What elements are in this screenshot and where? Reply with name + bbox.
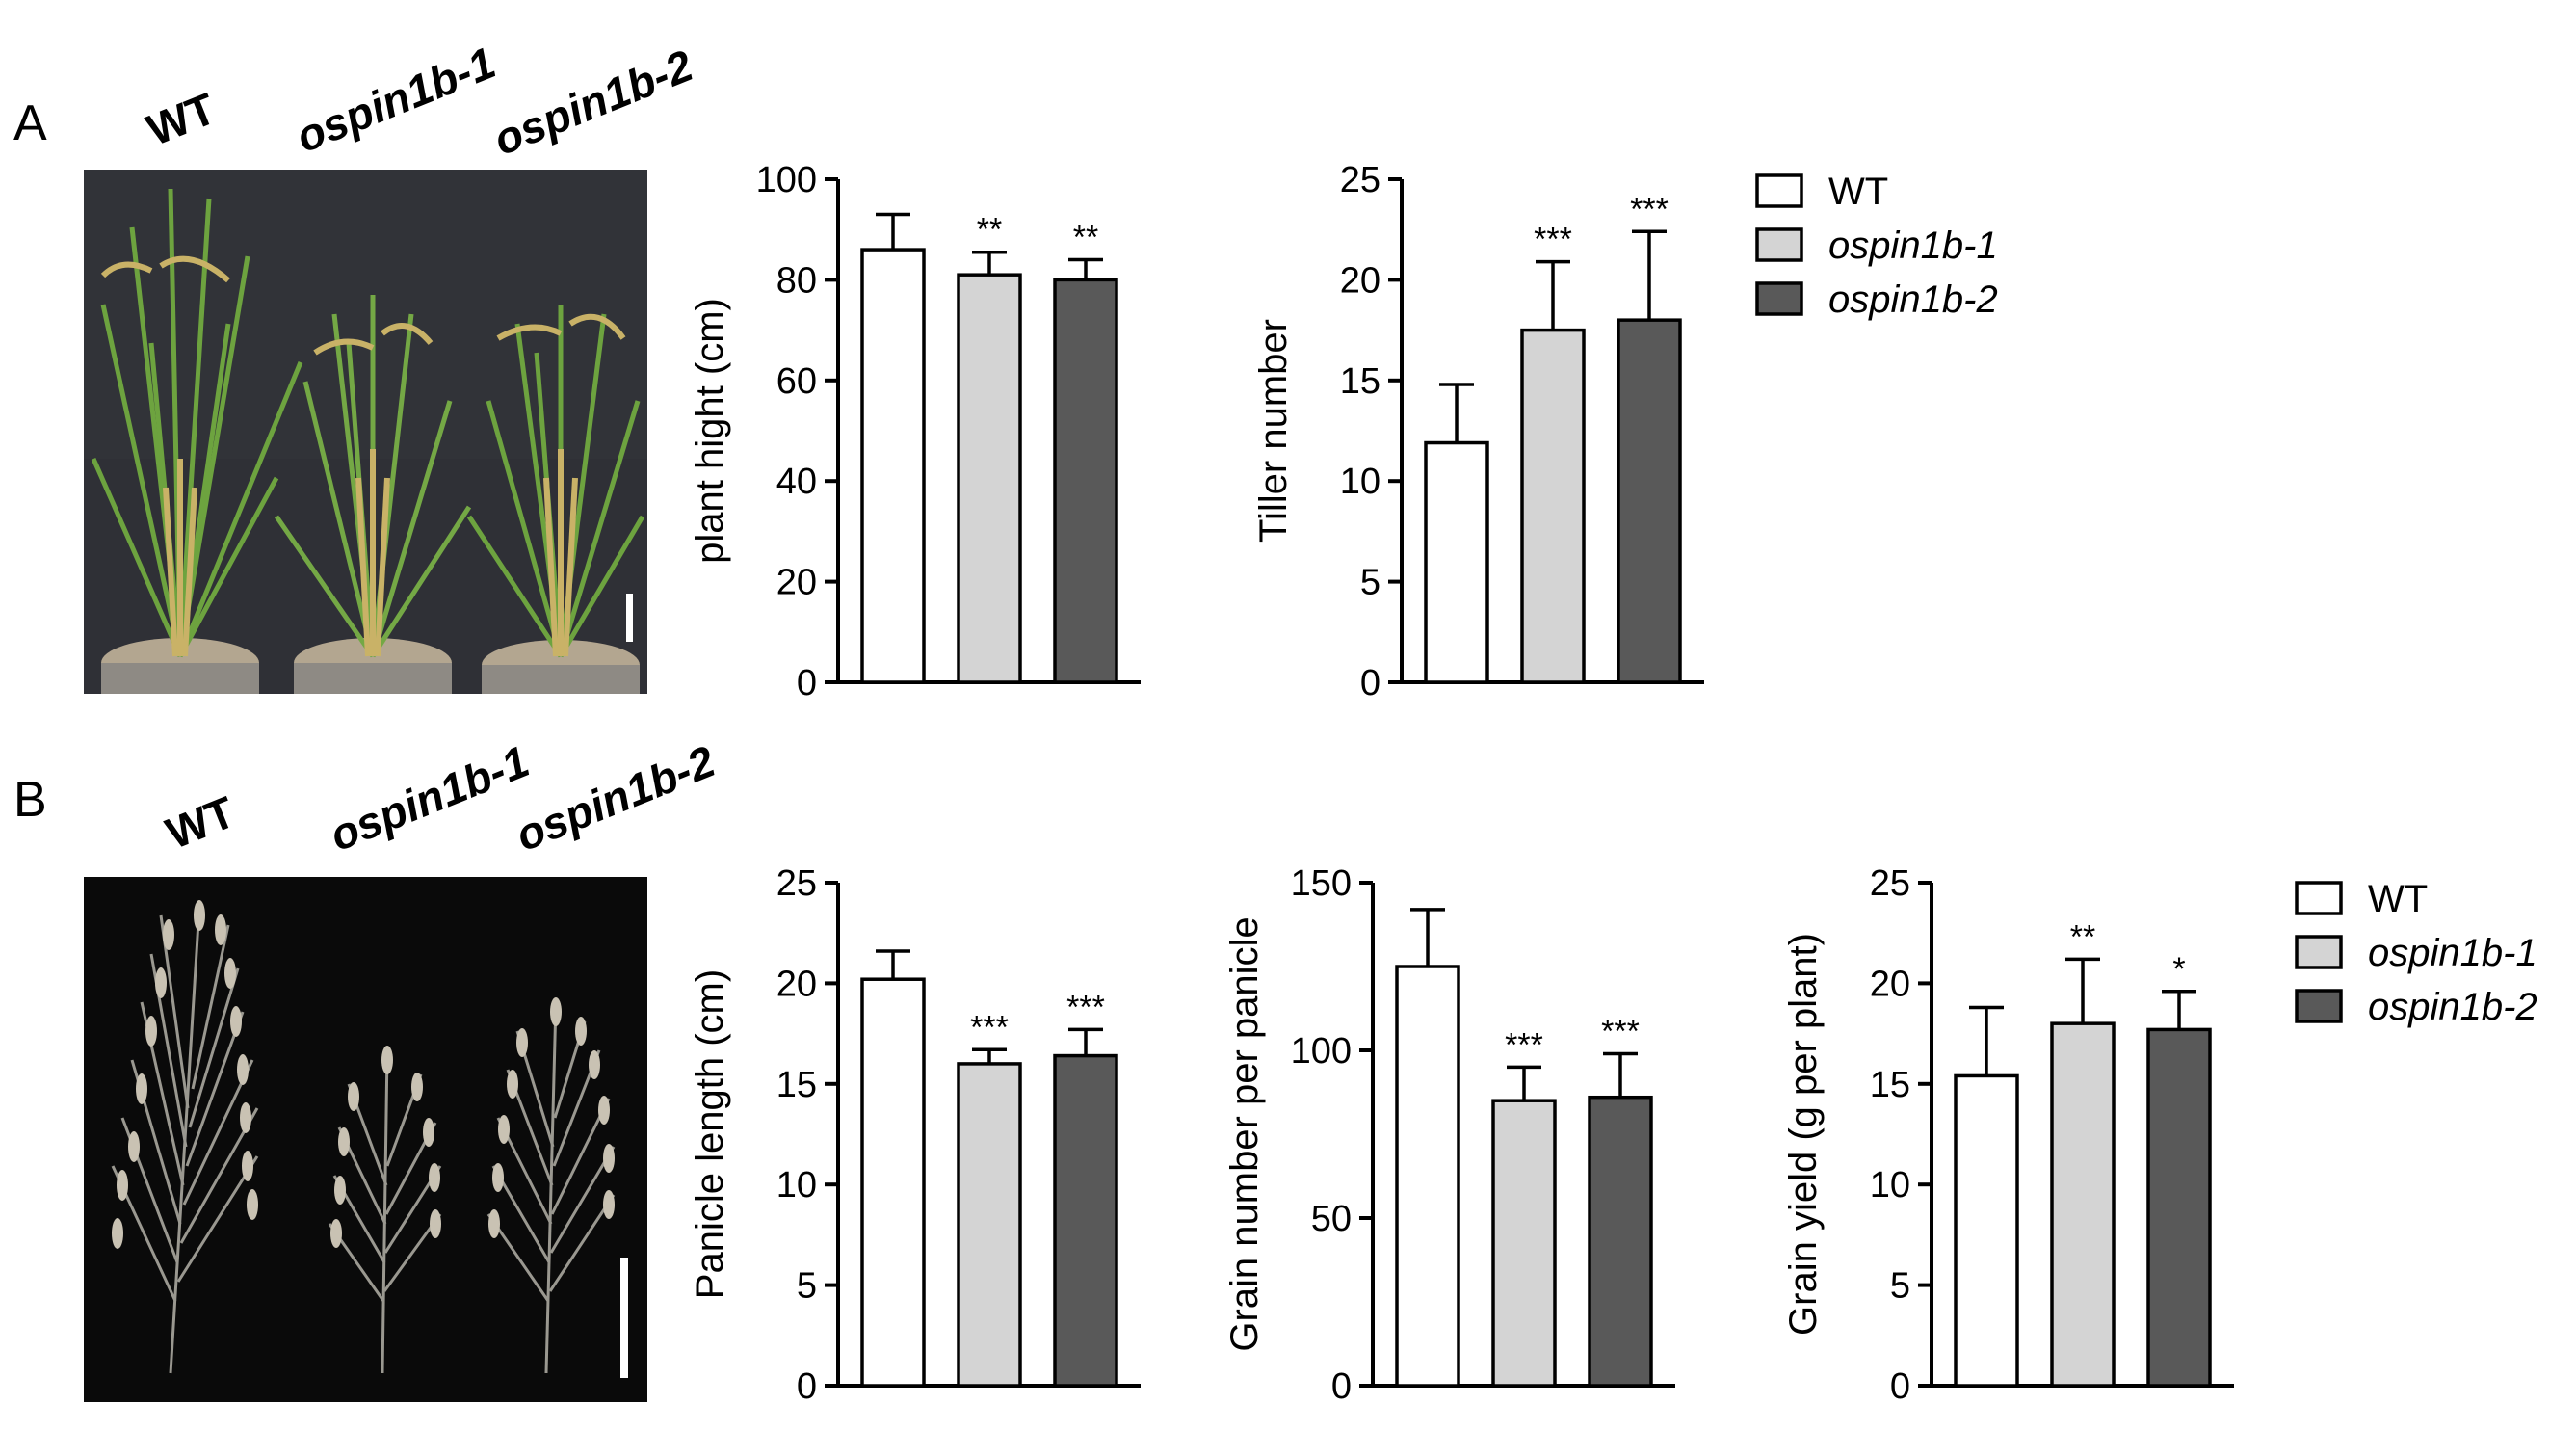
plant-height-chart: plant hight (cm) 0 20 40 60 80 100 ** ** [689,160,1141,703]
y-tick-label: 40 [776,462,817,502]
y-tick-label: 0 [1331,1366,1352,1407]
panicle-length-chart: Panicle length (cm) 0 5 10 15 20 25 *** *** [689,863,1141,1407]
legend-a: WT ospin1b-1 ospin1b-2 [1753,166,2081,330]
significance-label: ** [1073,220,1098,256]
y-axis-label: Tiller number [1252,319,1295,543]
significance-label: *** [1066,989,1105,1025]
significance-label: *** [1630,191,1669,227]
significance-label: ** [977,212,1002,249]
y-tick-label: 25 [1340,160,1380,200]
panel-label-b: B [13,772,47,828]
y-tick-label: 0 [1890,1366,1910,1407]
y-tick-label: 20 [1340,260,1380,301]
bar-ospin1b-2 [1053,1053,1118,1388]
y-tick-label: 0 [797,1366,817,1407]
y-axis-label: plant hight (cm) [689,298,731,564]
y-tick-label: 5 [797,1266,817,1307]
bar-wt [1424,440,1489,684]
bar-ospin1b-2 [1588,1095,1653,1388]
legend-label: ospin1b-2 [1828,278,1998,321]
genotype-label-ospin1b-2-a: ospin1b-2 [486,40,700,166]
genotype-label-wt-b: WT [159,786,242,860]
y-tick-label: 5 [1890,1266,1910,1307]
bar-ospin1b-1 [1491,1099,1557,1388]
legend-b: WT ospin1b-1 ospin1b-2 [2293,873,2572,1037]
significance-label: * [2172,951,2185,988]
y-tick-label: 0 [1360,663,1380,703]
genotype-label-ospin1b-1-b: ospin1b-1 [323,735,537,861]
significance-label: ** [2070,918,2095,955]
y-tick-label: 100 [1291,1031,1352,1072]
y-tick-label: 150 [1291,863,1352,904]
y-tick-label: 80 [776,260,817,301]
bar-ospin1b-1 [2050,1021,2116,1388]
legend-label: ospin1b-1 [1828,225,1998,267]
legend-swatch [2295,989,2343,1023]
y-tick-label: 50 [1311,1199,1352,1239]
genotype-label-ospin1b-1-a: ospin1b-1 [289,37,503,163]
legend-swatch [2295,935,2343,969]
y-tick-label: 10 [776,1165,817,1206]
bar-ospin1b-1 [957,1062,1022,1388]
y-tick-label: 0 [797,663,817,703]
y-tick-label: 5 [1360,563,1380,603]
y-tick-label: 25 [1870,863,1910,904]
legend-swatch [1755,281,1803,316]
significance-label: *** [970,1009,1009,1046]
rice-plants-photo [84,170,647,694]
bar-ospin1b-2 [1053,278,1118,684]
bar-ospin1b-2 [2146,1027,2212,1388]
y-tick-label: 100 [756,160,817,200]
bar-ospin1b-1 [1520,328,1586,684]
grain-number-chart: Grain number per panicle 0 50 100 150 *** *** [1223,863,1675,1407]
bar-wt [860,248,926,684]
y-axis-label: Panicle length (cm) [689,969,731,1299]
y-tick-label: 20 [776,563,817,603]
significance-label: *** [1534,222,1572,258]
legend-label: ospin1b-1 [2368,932,2537,974]
y-tick-label: 15 [1870,1065,1910,1105]
y-tick-label: 20 [776,964,817,1004]
y-tick-label: 25 [776,863,817,904]
y-axis-label: Grain yield (g per plant) [1782,933,1825,1336]
legend-swatch [2295,881,2343,915]
tiller-number-chart: Tiller number 0 5 10 15 20 25 *** *** [1252,160,1704,703]
bar-ospin1b-1 [957,273,1022,684]
significance-label: *** [1601,1013,1640,1049]
bar-wt [860,977,926,1388]
y-tick-label: 15 [776,1065,817,1105]
legend-label: WT [1828,171,1888,213]
genotype-label-ospin1b-2-b: ospin1b-2 [509,735,723,861]
panel-label-a: A [13,95,47,151]
legend-swatch [1755,227,1803,262]
y-tick-label: 20 [1870,964,1910,1004]
legend-swatch [1755,173,1803,208]
y-axis-label: Grain number per panicle [1223,916,1266,1351]
y-tick-label: 60 [776,361,817,402]
y-tick-label: 10 [1870,1165,1910,1206]
y-tick-label: 15 [1340,361,1380,402]
bar-wt [1395,965,1460,1388]
bar-wt [1954,1073,2019,1388]
bar-ospin1b-2 [1617,318,1682,684]
significance-label: *** [1505,1026,1543,1063]
legend-label: WT [2368,878,2428,920]
panicles-photo [84,877,647,1402]
legend-label: ospin1b-2 [2368,986,2537,1028]
y-tick-label: 10 [1340,462,1380,502]
genotype-label-wt-a: WT [140,83,223,156]
